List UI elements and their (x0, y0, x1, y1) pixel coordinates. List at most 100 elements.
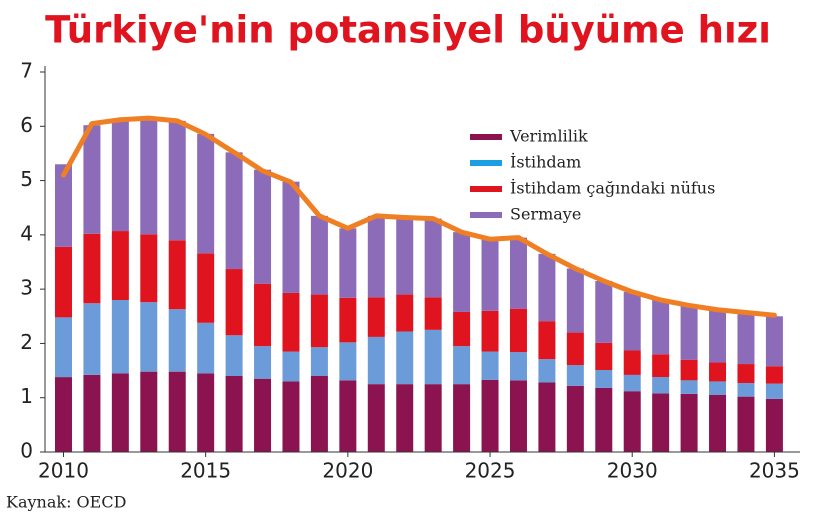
bar-segment (538, 321, 556, 360)
bar-segment (680, 305, 698, 360)
bar-segment (339, 297, 357, 343)
bar-segment (396, 384, 414, 452)
bar-segment (652, 393, 670, 452)
bar-segment (83, 233, 101, 304)
legend-swatch (470, 186, 502, 192)
bar-segment (197, 253, 215, 323)
bar-segment (737, 312, 755, 365)
bar-segment (168, 371, 186, 452)
bar-segment (623, 350, 641, 375)
chart-title: Türkiye'nin potansiyel büyüme hızı (45, 9, 771, 52)
bar-segment (396, 217, 414, 295)
bar-segment (652, 354, 670, 378)
bar-segment (453, 384, 471, 452)
legend-label: İstihdam çağındaki nüfus (510, 178, 715, 198)
bar-segment (197, 322, 215, 374)
legend-swatch (470, 212, 502, 218)
bar-segment (197, 373, 215, 452)
bar-segment (765, 366, 783, 384)
bar-segment (367, 336, 385, 385)
bar-segment (54, 246, 72, 318)
bar-segment (168, 240, 186, 310)
bar-segment (225, 376, 243, 452)
bar-segment (765, 398, 783, 452)
bar-segment (566, 365, 584, 386)
bar-segment (481, 310, 499, 352)
bar-segment (254, 169, 272, 284)
bar-segment (623, 391, 641, 452)
bar-segment (140, 302, 158, 372)
bar-segment (680, 359, 698, 381)
bar-segment (652, 300, 670, 355)
bar-segment (737, 383, 755, 397)
x-tick-label: 2035 (749, 459, 800, 483)
bar-segment (168, 120, 186, 241)
bar-segment (282, 381, 300, 452)
bar-segment (282, 351, 300, 382)
bar-segment (509, 308, 527, 353)
bar-segment (367, 215, 385, 298)
bar-segment (168, 309, 186, 372)
bar-segment (310, 215, 328, 295)
bar-segment (595, 387, 613, 452)
bar-segment (111, 231, 129, 300)
bar-segment (111, 120, 129, 232)
bar-segment (709, 395, 727, 452)
bar-segment (254, 378, 272, 452)
bar-segment (652, 377, 670, 394)
bar-segment (310, 376, 328, 452)
bar-segment (83, 125, 101, 234)
bar-segment (765, 383, 783, 399)
bar-segment (140, 234, 158, 303)
bar-segment (680, 380, 698, 394)
legend-swatch (470, 134, 502, 140)
bar-segment (83, 374, 101, 452)
bar-segment (453, 232, 471, 312)
bar-segment (225, 152, 243, 270)
bar-segment (595, 342, 613, 371)
bar-segment (54, 317, 72, 378)
x-tick-label: 2020 (322, 459, 373, 483)
legend-label: Verimlilik (509, 127, 588, 146)
x-tick-label: 2030 (607, 459, 658, 483)
bar-segment (481, 351, 499, 380)
source: Kaynak: OECD (6, 493, 126, 512)
bar-segment (424, 297, 442, 330)
bar-segment (83, 303, 101, 375)
bar-segment (396, 294, 414, 332)
bar-segment (538, 359, 556, 383)
bar-segment (566, 268, 584, 333)
y-tick-label: 2 (20, 330, 33, 354)
x-tick-label: 2010 (38, 459, 89, 483)
bar-segment (623, 291, 641, 351)
bar-segment (509, 380, 527, 452)
bar-segment (282, 292, 300, 352)
bar-segment (140, 119, 158, 235)
bar-segment (538, 382, 556, 452)
bar-segment (111, 373, 129, 452)
y-tick-label: 7 (20, 59, 33, 83)
bar-segment (254, 346, 272, 379)
bar-segment (310, 347, 328, 376)
x-tick-label: 2015 (180, 459, 231, 483)
y-tick-label: 0 (20, 439, 33, 463)
legend-label: Sermaye (510, 205, 581, 224)
y-tick-label: 6 (20, 113, 33, 137)
bar-segment (566, 332, 584, 366)
bar-segment (339, 342, 357, 381)
bar-segment (680, 393, 698, 452)
bar-segment (54, 164, 72, 247)
bar-segment (111, 300, 129, 374)
bar-segment (424, 329, 442, 385)
bar-segment (765, 316, 783, 367)
x-tick-label: 2025 (465, 459, 516, 483)
bar-segment (595, 370, 613, 388)
bar-segment (709, 309, 727, 363)
bar-segment (737, 396, 755, 452)
bar-segment (566, 385, 584, 452)
bar-segment (424, 384, 442, 452)
bar-segment (737, 364, 755, 384)
y-tick-label: 1 (20, 384, 33, 408)
bar-segment (595, 281, 613, 343)
bar-segment (509, 237, 527, 309)
